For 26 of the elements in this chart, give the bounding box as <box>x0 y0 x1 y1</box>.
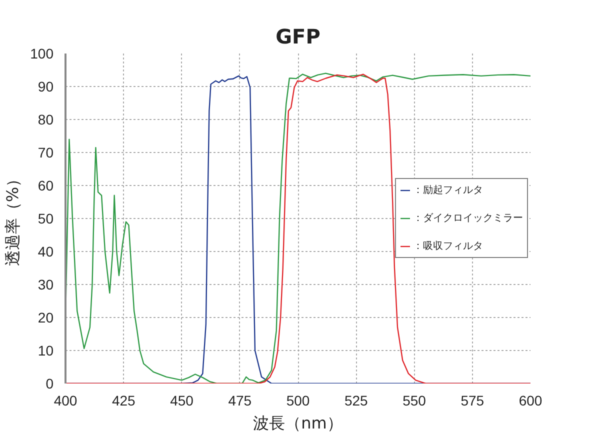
legend-label: ：励起フィルタ <box>413 184 483 197</box>
y-tick-label: 80 <box>38 112 54 128</box>
x-tick-label: 600 <box>518 392 542 408</box>
y-tick-label: 40 <box>38 244 54 260</box>
chart-title: GFP <box>276 24 320 48</box>
legend-label: ：吸収フィルタ <box>413 240 483 253</box>
y-tick-label: 60 <box>38 178 54 194</box>
y-tick-label: 20 <box>38 310 54 326</box>
x-tick-label: 550 <box>402 392 426 408</box>
x-tick-label: 575 <box>460 392 484 408</box>
y-tick-label: 0 <box>46 376 54 392</box>
x-tick-label: 400 <box>54 392 78 408</box>
x-tick-label: 425 <box>112 392 136 408</box>
y-tick-label: 100 <box>30 46 54 62</box>
x-tick-label: 525 <box>344 392 368 408</box>
y-tick-label: 50 <box>38 210 54 226</box>
y-tick-label: 90 <box>38 78 54 94</box>
y-tick-label: 70 <box>38 144 54 160</box>
y-tick-label: 30 <box>38 276 54 292</box>
y-tick-label: 10 <box>38 342 54 358</box>
x-tick-label: 450 <box>170 392 194 408</box>
x-tick-label: 475 <box>228 392 252 408</box>
x-tick-label: 500 <box>286 392 310 408</box>
legend-label: ：ダイクロイックミラー <box>413 212 523 225</box>
x-axis-title: 波長（nm） <box>253 414 343 432</box>
y-axis-title: 透過率（%） <box>3 170 22 266</box>
